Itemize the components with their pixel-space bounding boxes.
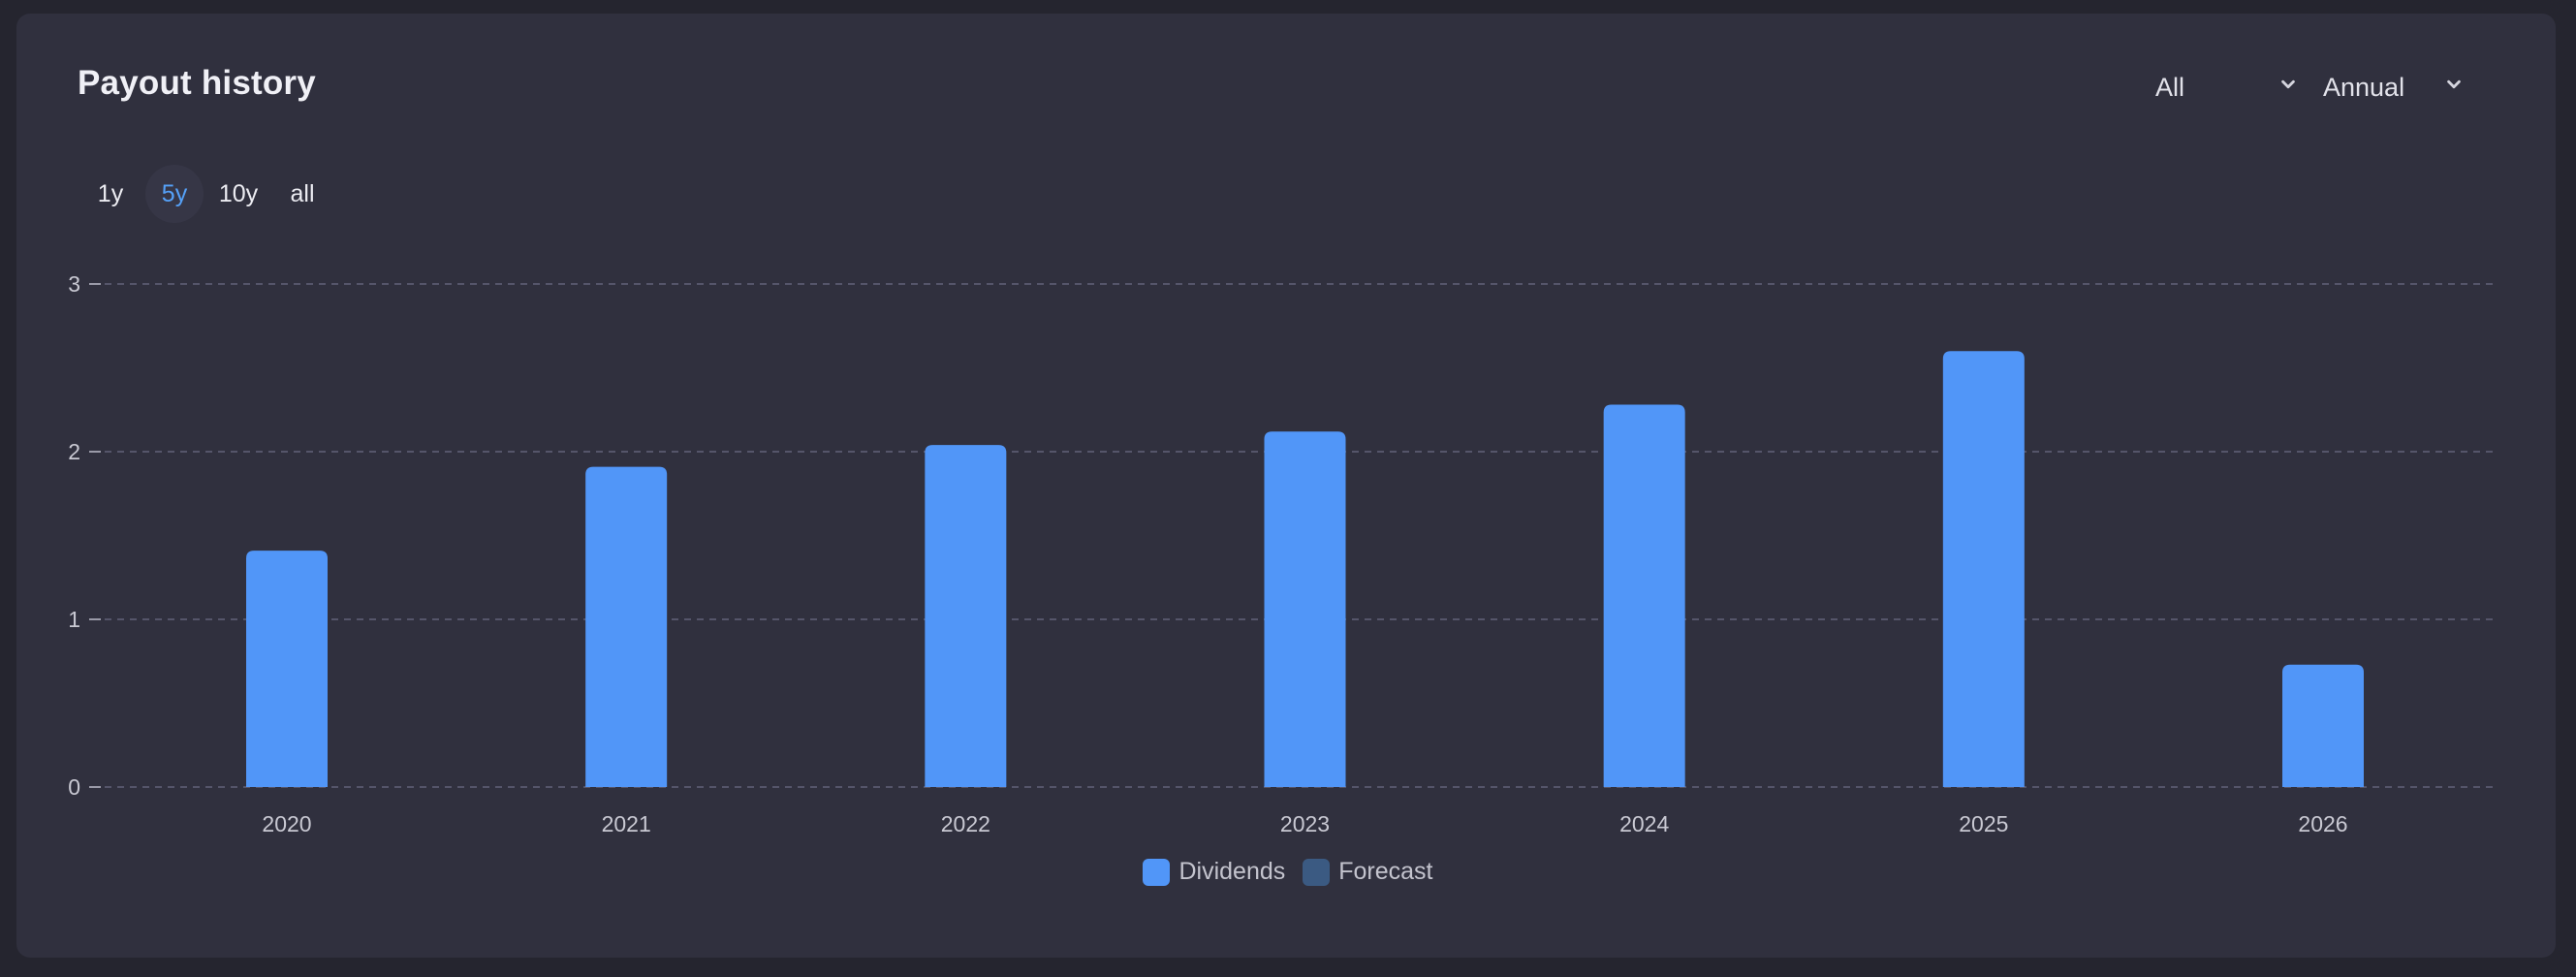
legend-item-forecast[interactable]: Forecast bbox=[1303, 858, 1433, 886]
x-tick-label: 2025 bbox=[1959, 811, 2008, 836]
bar-dividends-2024 bbox=[1603, 404, 1685, 787]
x-tick-label: 2022 bbox=[941, 811, 990, 836]
y-tick-label: 0 bbox=[68, 774, 80, 800]
dividend-type-select[interactable]: All bbox=[2155, 68, 2310, 107]
chart-legend: Dividends Forecast bbox=[0, 858, 2576, 886]
legend-label-dividends: Dividends bbox=[1178, 858, 1286, 885]
payout-bar-chart: 0 1 2 3 2020 2021 2022 2023 2024 2025 2026 bbox=[68, 271, 2496, 836]
legend-swatch-dividends bbox=[1143, 858, 1171, 886]
range-tabs: 1y 5y 10y all bbox=[81, 165, 331, 223]
legend-label-forecast: Forecast bbox=[1338, 858, 1433, 885]
legend-swatch-forecast bbox=[1303, 858, 1331, 886]
bar-dividends-2021 bbox=[585, 466, 668, 787]
y-tick-label: 2 bbox=[68, 439, 80, 464]
bar-dividends-2020 bbox=[246, 551, 328, 787]
period-select-value: Annual bbox=[2323, 72, 2405, 102]
tab-all[interactable]: all bbox=[290, 179, 315, 207]
tab-5y[interactable]: 5y bbox=[145, 165, 204, 223]
dividend-type-select-value: All bbox=[2155, 72, 2185, 102]
legend-item-dividends[interactable]: Dividends bbox=[1143, 858, 1285, 886]
tab-10y[interactable]: 10y bbox=[218, 179, 259, 207]
x-tick-label: 2020 bbox=[262, 811, 311, 836]
x-tick-label: 2024 bbox=[1619, 811, 1669, 836]
x-tick-label: 2021 bbox=[602, 811, 651, 836]
chevron-down-icon bbox=[2447, 79, 2461, 89]
chevron-down-icon bbox=[2281, 79, 2295, 89]
bar-dividends-2026 bbox=[2282, 664, 2364, 787]
y-tick-label: 1 bbox=[68, 607, 80, 632]
bar-dividends-2025 bbox=[1942, 351, 2025, 787]
bar-dividends-2023 bbox=[1264, 431, 1346, 787]
y-tick-label: 3 bbox=[68, 271, 80, 297]
bar-dividends-2022 bbox=[925, 445, 1007, 787]
x-tick-label: 2023 bbox=[1280, 811, 1330, 836]
tab-1y[interactable]: 1y bbox=[97, 179, 124, 207]
page-title: Payout history bbox=[78, 64, 316, 102]
x-tick-label: 2026 bbox=[2298, 811, 2347, 836]
period-select[interactable]: Annual bbox=[2323, 68, 2478, 107]
